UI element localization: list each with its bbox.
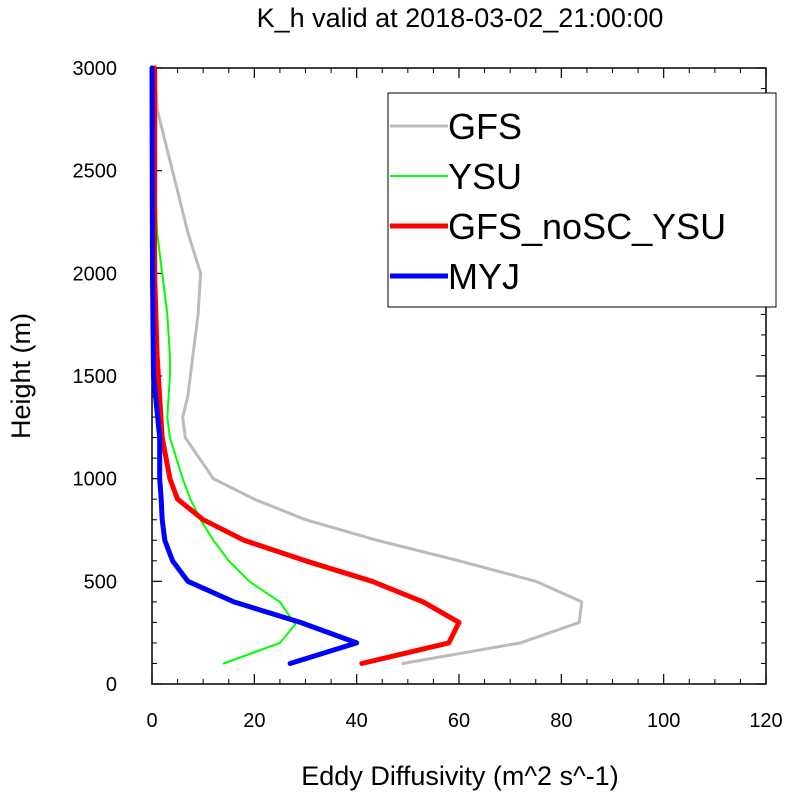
y-tick-label: 1000 [73, 469, 118, 491]
y-tick-label: 2500 [73, 161, 118, 183]
x-tick-label: 0 [146, 710, 157, 732]
legend-label-gfs: GFS [448, 106, 522, 147]
legend-label-gfs-nosc-ysu: GFS_noSC_YSU [448, 206, 726, 247]
chart-title: K_h valid at 2018-03-02_21:00:00 [257, 3, 664, 33]
x-tick-label: 80 [550, 710, 572, 732]
y-tick-label: 1500 [73, 366, 118, 388]
legend-label-ysu: YSU [448, 156, 522, 197]
series-line-ysu [152, 67, 297, 665]
series-line-gfs [153, 66, 584, 665]
y-axis-label: Height (m) [6, 313, 36, 439]
x-tick-label: 60 [448, 710, 470, 732]
x-axis-ticks: 0 20 40 60 80 100 120 [146, 68, 783, 732]
series-lines [149, 65, 584, 666]
y-tick-label: 500 [84, 571, 117, 593]
x-tick-label: 120 [749, 710, 782, 732]
legend-label-myj: MYJ [448, 256, 520, 297]
y-tick-label: 0 [106, 674, 117, 696]
x-tick-label: 100 [647, 710, 680, 732]
x-axis-label: Eddy Diffusivity (m^2 s^-1) [301, 761, 618, 791]
legend: GFS YSU GFS_noSC_YSU MYJ [387, 92, 777, 308]
series-line-myj [149, 65, 360, 666]
y-tick-label: 2000 [73, 263, 118, 285]
y-tick-label: 3000 [73, 58, 118, 80]
x-tick-label: 20 [243, 710, 265, 732]
x-tick-label: 40 [346, 710, 368, 732]
legend-box [387, 92, 777, 308]
series-line-gfs-nosc-ysu [152, 65, 462, 666]
